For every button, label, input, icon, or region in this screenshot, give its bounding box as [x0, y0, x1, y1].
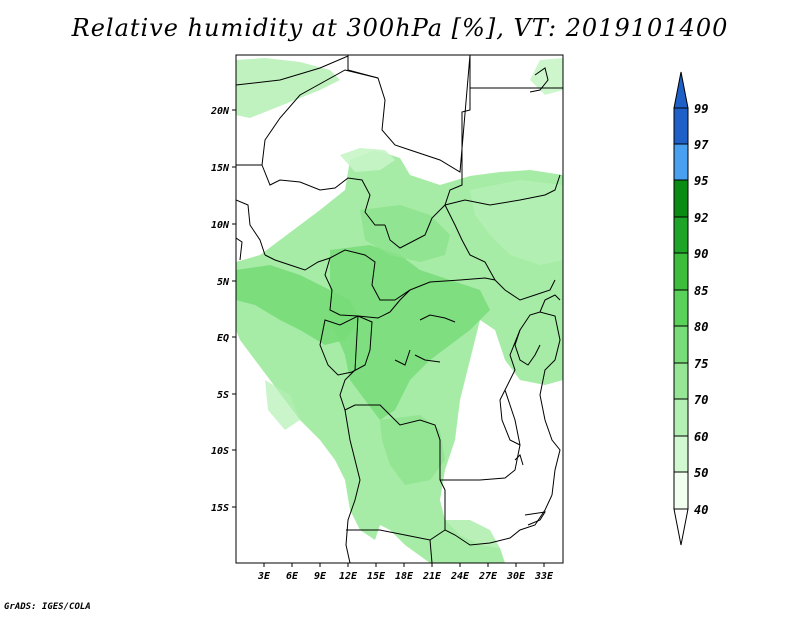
- colorbar-label: 50: [694, 466, 708, 480]
- border-line: [236, 237, 243, 261]
- colorbar-segment: [673, 435, 689, 473]
- map-frame: [235, 54, 564, 564]
- colorbar-label: 40: [694, 503, 708, 517]
- border-line: [539, 294, 561, 313]
- grads-credit: GrADS: IGES/COLA: [4, 602, 91, 612]
- colorbar-label: 92: [694, 211, 708, 225]
- border-line: [261, 164, 385, 226]
- lon-label: 3E: [257, 571, 271, 582]
- lon-label: 24E: [450, 571, 470, 582]
- colorbar-label: 60: [694, 430, 708, 444]
- humidity-field: [236, 58, 563, 563]
- border-line: [524, 511, 546, 526]
- lat-label: 15N: [211, 163, 230, 174]
- lat-label: 10N: [211, 220, 230, 231]
- colorbar-segment: [673, 252, 689, 291]
- border-line: [346, 529, 446, 541]
- colorbar-label: 80: [694, 320, 708, 334]
- colorbar: 99 97 95 92 90 85 80 75 70 60 50 40: [673, 71, 709, 546]
- humidity-band-sw: [265, 380, 300, 430]
- colorbar-label: 99: [694, 102, 708, 116]
- colorbar-segment: [673, 471, 689, 510]
- colorbar-label: 70: [694, 393, 708, 407]
- lon-label: 21E: [422, 571, 442, 582]
- border-line: [514, 454, 524, 466]
- border-line: [389, 289, 411, 313]
- lat-label: 5S: [217, 390, 229, 401]
- border-line: [319, 315, 373, 376]
- lon-label: 18E: [395, 571, 414, 582]
- lon-ticks: [263, 563, 545, 567]
- border-line: [339, 315, 441, 480]
- border-line: [414, 354, 441, 363]
- humidity-core-4: [380, 415, 445, 485]
- map-title: Relative humidity at 300hPa [%], VT: 201…: [71, 14, 729, 42]
- lat-ticks: [232, 109, 236, 508]
- colorbar-segment: [673, 143, 689, 181]
- humidity-region-ne: [530, 58, 563, 95]
- colorbar-label: 95: [694, 174, 708, 188]
- colorbar-segment: [673, 107, 689, 145]
- border-line: [236, 199, 266, 256]
- border-line: [444, 55, 471, 206]
- colorbar-segment: [673, 216, 689, 254]
- humidity-band-ne: [470, 180, 563, 265]
- colorbar-top-arrow: [673, 71, 689, 109]
- colorbar-label: 75: [694, 357, 708, 371]
- colorbar-bottom-arrow: [673, 508, 689, 546]
- border-line: [440, 311, 561, 496]
- lon-labels: 3E 6E 9E 12E 15E 18E 21E 24E 27E 30E 33E: [257, 571, 554, 582]
- lat-label: 15S: [211, 503, 229, 514]
- humidity-core-2: [330, 245, 490, 420]
- lat-label: EQ: [217, 333, 229, 344]
- lat-label: 10S: [211, 446, 229, 457]
- lon-label: 9E: [314, 571, 327, 582]
- country-borders: [236, 55, 563, 563]
- lat-labels: 20N 15N 10N 5N EQ 5S 10S 15S: [210, 106, 230, 514]
- humidity-band-south: [440, 520, 500, 560]
- humidity-region-north: [236, 58, 340, 118]
- lon-label: 33E: [534, 571, 554, 582]
- border-line: [514, 329, 541, 366]
- colorbar-segment: [673, 325, 689, 364]
- colorbar-segment: [673, 362, 689, 400]
- lon-label: 15E: [367, 571, 386, 582]
- humidity-core-3: [360, 205, 450, 262]
- colorbar-label: 85: [694, 284, 708, 298]
- border-line: [419, 314, 456, 323]
- lat-label: 20N: [210, 106, 230, 117]
- lon-label: 12E: [339, 571, 358, 582]
- border-line: [236, 55, 471, 173]
- border-line: [324, 257, 391, 319]
- colorbar-segment: [673, 179, 689, 218]
- border-line: [394, 349, 411, 366]
- humidity-band-north: [340, 148, 395, 172]
- border-line: [429, 539, 433, 563]
- lon-label: 6E: [286, 571, 299, 582]
- border-line: [529, 67, 549, 93]
- border-line: [439, 479, 553, 546]
- humidity-core-1: [236, 265, 360, 345]
- lat-label: 5N: [217, 277, 230, 288]
- colorbar-label: 90: [694, 247, 708, 261]
- border-line: [264, 249, 556, 301]
- border-line: [344, 409, 361, 563]
- border-line: [499, 389, 521, 446]
- colorbar-segment: [673, 289, 689, 327]
- colorbar-label: 97: [694, 138, 709, 152]
- lon-label: 27E: [478, 571, 498, 582]
- border-line: [444, 174, 561, 206]
- colorbar-segment: [673, 398, 689, 437]
- lon-label: 30E: [506, 571, 526, 582]
